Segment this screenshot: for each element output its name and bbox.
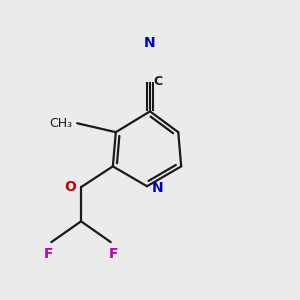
Text: F: F (109, 247, 118, 261)
Text: O: O (64, 180, 76, 194)
Text: C: C (154, 75, 163, 88)
Text: F: F (44, 247, 53, 261)
Text: N: N (152, 181, 163, 195)
Text: CH₃: CH₃ (50, 117, 73, 130)
Text: N: N (144, 36, 156, 50)
